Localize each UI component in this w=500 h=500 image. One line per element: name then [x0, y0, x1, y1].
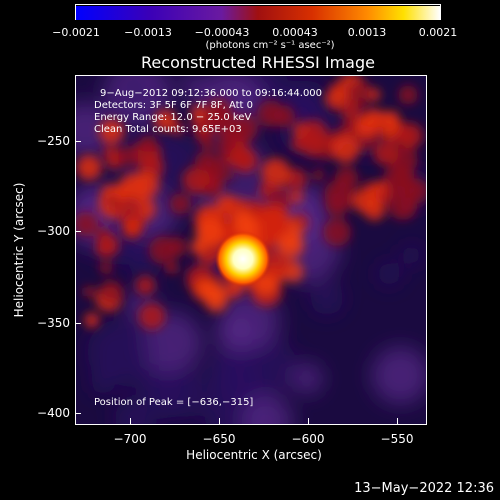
colorbar-tick: 0.0013: [347, 26, 387, 39]
rhessi-image: [76, 76, 426, 424]
colorbar-unit-label: (photons cm⁻² s⁻¹ asec⁻²): [205, 40, 335, 51]
x-tick-mark: [219, 418, 220, 424]
x-tick-label: −650: [202, 432, 236, 446]
info-peak-position: Position of Peak = [−636,−315]: [94, 397, 254, 408]
peak-source: [215, 231, 271, 287]
colorbar-tick: −0.0021: [52, 26, 100, 39]
y-tick-label: −400: [37, 406, 70, 420]
x-tick-mark: [397, 418, 398, 424]
x-tick-label: −600: [291, 432, 325, 446]
y-tick-mark: [75, 323, 81, 324]
x-tick-label: −550: [380, 432, 414, 446]
y-tick-mark: [75, 231, 81, 232]
colorbar-tick: 0.00043: [272, 26, 318, 39]
colorbar-tick: −0.00043: [194, 26, 250, 39]
info-time-range: 9−Aug−2012 09:12:36.000 to 09:16:44.000: [100, 88, 323, 99]
y-tick-mark: [75, 141, 81, 142]
colorbar-gradient: [76, 6, 440, 20]
x-tick-label: −700: [113, 432, 147, 446]
plot-area: [75, 75, 427, 425]
colorbar-tick: 0.0021: [418, 26, 458, 39]
y-tick-label: −300: [37, 224, 70, 238]
x-axis-label: Heliocentric X (arcsec): [186, 448, 322, 462]
image-title: Reconstructed RHESSI Image: [141, 53, 375, 72]
colorbar-tick: −0.0013: [124, 26, 172, 39]
y-axis-label: Heliocentric Y (arcsec): [12, 182, 26, 318]
y-tick-label: −250: [37, 134, 70, 148]
colorbar: [75, 4, 441, 20]
x-tick-mark: [130, 418, 131, 424]
footer-timestamp: 13−May−2022 12:36: [354, 481, 494, 496]
y-tick-mark: [75, 413, 81, 414]
x-tick-mark: [308, 418, 309, 424]
info-energy-range: Energy Range: 12.0 − 25.0 keV: [94, 112, 252, 123]
info-total-counts: Clean Total counts: 9.65E+03: [94, 124, 242, 135]
info-detectors: Detectors: 3F 5F 6F 7F 8F, Att 0: [94, 100, 254, 111]
y-tick-label: −350: [37, 316, 70, 330]
